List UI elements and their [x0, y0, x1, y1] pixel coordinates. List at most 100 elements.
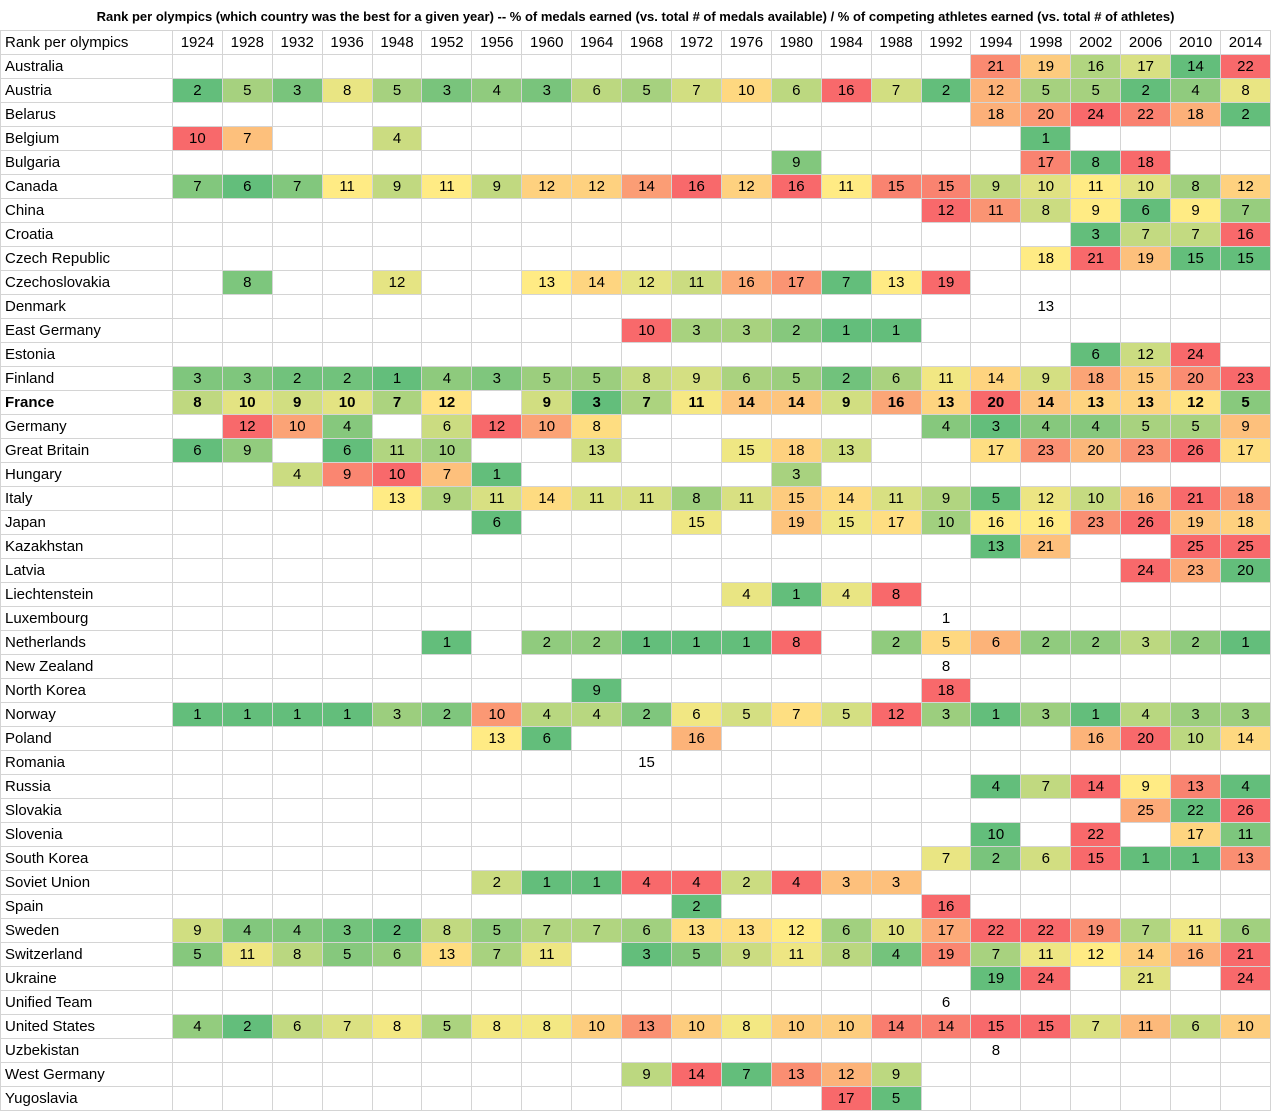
- rank-cell: 6: [720, 366, 772, 391]
- rank-cell: 16: [920, 894, 972, 919]
- year-header: 1932: [271, 30, 323, 55]
- rank-cell: [221, 102, 273, 127]
- rank-cell: [671, 222, 722, 247]
- country-label: Norway: [0, 702, 173, 727]
- rank-cell: 11: [720, 486, 772, 511]
- rank-cell: [421, 342, 473, 367]
- rank-cell: 2: [571, 630, 623, 655]
- rank-cell: 17: [970, 438, 1022, 463]
- rank-cell: [421, 870, 473, 895]
- rank-cell: [571, 126, 623, 151]
- rank-cell: [720, 222, 772, 247]
- rank-cell: 14: [720, 390, 772, 415]
- rank-cell: [920, 438, 972, 463]
- rank-cell: [171, 582, 223, 607]
- rank-cell: 5: [371, 78, 423, 103]
- rank-cell: [521, 1086, 573, 1111]
- rank-cell: [471, 582, 523, 607]
- country-row: Poland 13 6 16 16 20 10 14: [0, 726, 1271, 751]
- rank-cell: [521, 222, 573, 247]
- country-row: Romania 15: [0, 750, 1271, 775]
- rank-cell: 8: [171, 390, 223, 415]
- rank-cell: 6: [970, 630, 1022, 655]
- country-label: South Korea: [0, 846, 173, 871]
- rank-cell: 1: [271, 702, 323, 727]
- rank-cell: 18: [1170, 102, 1221, 127]
- rank-cell: 7: [671, 78, 722, 103]
- rank-cell: [471, 318, 523, 343]
- rank-cell: [271, 294, 323, 319]
- rank-cell: [321, 1038, 373, 1063]
- rank-cell: [920, 102, 972, 127]
- rank-cell: [271, 1086, 323, 1111]
- rank-cell: 10: [1070, 486, 1122, 511]
- rank-cell: 1: [471, 462, 523, 487]
- year-header: 1980: [770, 30, 822, 55]
- rank-cell: [1070, 750, 1122, 775]
- rank-cell: 15: [621, 750, 672, 775]
- rank-cell: [770, 966, 822, 991]
- rank-cell: 2: [870, 630, 922, 655]
- year-header: 2010: [1170, 30, 1221, 55]
- country-row: Norway 1 1 1 1 3 2 10 4 4 2 6 5 7 5 12 3 1 3 1 4 3 3: [0, 702, 1271, 727]
- rank-cell: [521, 774, 573, 799]
- rank-cell: 7: [870, 78, 922, 103]
- rank-cell: 9: [671, 366, 722, 391]
- rank-cell: [221, 150, 273, 175]
- rank-cell: [870, 654, 922, 679]
- rank-cell: [471, 750, 523, 775]
- rank-cell: [1070, 534, 1122, 559]
- rank-cell: [221, 654, 273, 679]
- country-label: Poland: [0, 726, 173, 751]
- country-label: France: [0, 390, 173, 415]
- rank-cell: [1070, 798, 1122, 823]
- rank-cell: [471, 438, 523, 463]
- rank-cell: 8: [920, 654, 972, 679]
- country-label: Great Britain: [0, 438, 173, 463]
- rank-cell: 15: [1170, 246, 1221, 271]
- rank-cell: [171, 678, 223, 703]
- rank-cell: 8: [720, 1014, 772, 1039]
- rank-cell: [1020, 990, 1072, 1015]
- rank-cell: 9: [421, 486, 473, 511]
- rank-cell: 22: [1170, 798, 1221, 823]
- rank-cell: [870, 150, 922, 175]
- rank-cell: 3: [1219, 702, 1271, 727]
- rank-cell: [371, 1038, 423, 1063]
- rank-cell: 6: [621, 918, 672, 943]
- rank-cell: [870, 558, 922, 583]
- rank-cell: [371, 150, 423, 175]
- country-label: Ukraine: [0, 966, 173, 991]
- rank-cell: [1170, 990, 1221, 1015]
- country-row: Unified Team 6: [0, 990, 1271, 1015]
- rank-cell: [770, 414, 822, 439]
- rank-cell: 11: [870, 486, 922, 511]
- rank-cell: 16: [671, 726, 722, 751]
- rank-cell: [521, 1038, 573, 1063]
- rank-cell: [820, 222, 872, 247]
- rank-cell: 4: [1020, 414, 1072, 439]
- rank-cell: [1070, 318, 1122, 343]
- rank-cell: [371, 342, 423, 367]
- rank-cell: [1120, 654, 1172, 679]
- rank-cell: [1170, 678, 1221, 703]
- rank-cell: [171, 102, 223, 127]
- rank-cell: [571, 990, 623, 1015]
- rank-cell: [321, 510, 373, 535]
- rank-cell: [321, 486, 373, 511]
- rank-cell: 16: [770, 174, 822, 199]
- rank-cell: 13: [521, 270, 573, 295]
- rank-cell: 4: [421, 366, 473, 391]
- rank-cell: 11: [671, 270, 722, 295]
- country-row: Russia 4 7 14 9 13 4: [0, 774, 1271, 799]
- rank-cell: 4: [970, 774, 1022, 799]
- rank-cell: 13: [870, 270, 922, 295]
- rank-cell: [321, 678, 373, 703]
- rank-cell: 2: [521, 630, 573, 655]
- rank-cell: [820, 1038, 872, 1063]
- rank-cell: [1020, 606, 1072, 631]
- rank-cell: [820, 558, 872, 583]
- rank-cell: 26: [1219, 798, 1271, 823]
- rank-cell: [770, 774, 822, 799]
- rank-cell: 10: [421, 438, 473, 463]
